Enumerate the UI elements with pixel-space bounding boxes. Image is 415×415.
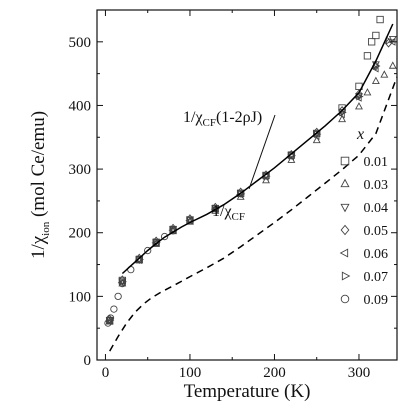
data-point bbox=[380, 70, 389, 78]
legend-entry-0.07: 0.07 bbox=[341, 270, 389, 285]
data-point bbox=[312, 132, 320, 140]
x-axis-title: Temperature (K) bbox=[184, 381, 311, 402]
data-point bbox=[363, 88, 372, 96]
series-0.04 bbox=[105, 35, 397, 325]
annotation-curve-dashed: 1/χCF bbox=[212, 203, 245, 223]
x-tick-label-2: 200 bbox=[263, 365, 286, 381]
data-point bbox=[106, 316, 115, 325]
legend-entry-0.06: 0.06 bbox=[339, 247, 389, 262]
data-point bbox=[371, 64, 379, 73]
legend-entry-0.04: 0.04 bbox=[340, 201, 389, 216]
y-axis-title-prefix: 1/χ bbox=[28, 235, 49, 259]
legend-label: 0.07 bbox=[364, 270, 389, 285]
data-point bbox=[338, 114, 347, 123]
plot-frame bbox=[96, 9, 398, 361]
annotation-solid-leader bbox=[248, 114, 276, 189]
data-point bbox=[356, 92, 364, 101]
data-point bbox=[212, 204, 220, 213]
data-point bbox=[385, 36, 394, 45]
data-point bbox=[337, 110, 345, 119]
series-0.06 bbox=[105, 37, 396, 326]
y-axis-title-sub: ion bbox=[40, 221, 52, 236]
annotation-solid-suffix: (1-2ρJ) bbox=[216, 109, 262, 126]
y-tick-label-4: 400 bbox=[69, 98, 92, 114]
data-point bbox=[118, 279, 127, 288]
x-tick-label-1: 100 bbox=[179, 365, 202, 381]
data-point bbox=[363, 52, 372, 60]
legend-label: 0.05 bbox=[364, 224, 389, 239]
legend-title: x bbox=[356, 126, 364, 143]
series-0.01 bbox=[106, 15, 384, 325]
annotation-dashed-sub: CF bbox=[232, 211, 245, 223]
x-tick-label-0: 0 bbox=[102, 365, 110, 381]
annotation-dashed-prefix: 1/χ bbox=[212, 203, 232, 220]
legend-label: 0.04 bbox=[364, 201, 389, 216]
legend-label: 0.03 bbox=[364, 178, 389, 193]
data-point bbox=[144, 246, 152, 255]
legend-marker-square bbox=[340, 156, 350, 166]
data-point bbox=[135, 255, 143, 264]
data-point bbox=[160, 232, 169, 241]
annotation-solid-label: 1/χCF(1-2ρJ) bbox=[183, 109, 262, 129]
data-point bbox=[110, 305, 118, 313]
data-point bbox=[355, 102, 363, 110]
curve-solid bbox=[121, 23, 394, 275]
ticks-layer: 0 100 200 300 0 100 200 300 400 500 bbox=[69, 10, 397, 381]
legend-marker-triangle-up bbox=[340, 178, 350, 188]
data-point bbox=[312, 135, 321, 144]
legend-label: 0.01 bbox=[364, 155, 389, 170]
y-tick-label-1: 100 bbox=[69, 289, 92, 305]
data-point bbox=[106, 314, 115, 322]
data-point bbox=[372, 31, 380, 40]
y-tick-label-0: 0 bbox=[84, 353, 92, 369]
legend-entry-0.01: 0.01 bbox=[340, 155, 389, 170]
data-point bbox=[152, 239, 160, 247]
legend-marker-diamond bbox=[340, 224, 350, 236]
annotation-solid-sub: CF bbox=[203, 117, 216, 129]
series-0.03 bbox=[105, 61, 397, 325]
legend-entry-0.05: 0.05 bbox=[340, 224, 389, 239]
legend: x 0.01 0.03 0.04 0.05 0.06 0.07 0.09 bbox=[339, 126, 389, 308]
data-point bbox=[114, 292, 122, 301]
series-0.07 bbox=[106, 36, 394, 325]
curve-dashed bbox=[109, 76, 398, 352]
annotation-solid-prefix: 1/χ bbox=[183, 109, 203, 126]
legend-marker-triangle-down bbox=[340, 203, 350, 213]
data-point bbox=[371, 76, 380, 84]
legend-entry-0.03: 0.03 bbox=[340, 178, 389, 193]
y-tick-label-5: 500 bbox=[69, 35, 92, 51]
y-axis-title: 1/χion (mol Ce/emu) bbox=[28, 111, 52, 259]
plot-layer bbox=[104, 15, 398, 352]
legend-entry-0.09: 0.09 bbox=[340, 293, 389, 308]
legend-label: 0.09 bbox=[364, 293, 389, 308]
data-point bbox=[355, 89, 363, 99]
data-point bbox=[388, 61, 397, 69]
x-tick-label-3: 300 bbox=[348, 365, 371, 381]
legend-marker-circle bbox=[340, 294, 350, 304]
annotation-curve-solid: 1/χCF(1-2ρJ) bbox=[183, 109, 276, 189]
annotation-dashed-label: 1/χCF bbox=[212, 203, 245, 223]
legend-label: 0.06 bbox=[364, 247, 389, 262]
legend-marker-triangle-right bbox=[341, 271, 351, 281]
data-point bbox=[367, 38, 376, 46]
data-point bbox=[376, 15, 384, 24]
y-tick-label-3: 300 bbox=[69, 162, 92, 178]
y-axis-title-suffix: (mol Ce/emu) bbox=[28, 111, 49, 222]
series-0.09 bbox=[104, 227, 177, 327]
series-0.05 bbox=[105, 38, 393, 324]
legend-marker-triangle-left bbox=[339, 248, 349, 258]
y-tick-label-2: 200 bbox=[69, 226, 92, 242]
